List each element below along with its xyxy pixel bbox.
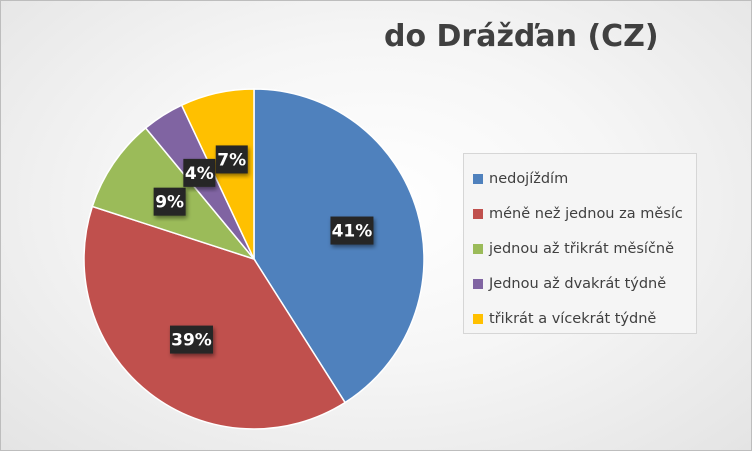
- data-label-text: 4%: [185, 164, 214, 184]
- data-label-box: [169, 325, 213, 354]
- legend-label: méně než jednou za měsíc: [489, 205, 683, 222]
- legend: nedojíždím méně než jednou za měsíc jedn…: [463, 153, 697, 334]
- data-label-text: 9%: [155, 193, 184, 213]
- legend-item: jednou až třikrát měsíčně: [464, 231, 696, 266]
- legend-label: Jednou až dvakrát týdně: [489, 275, 667, 292]
- legend-item: třikrát a vícekrát týdně: [464, 301, 696, 336]
- legend-item: nedojíždím: [464, 161, 696, 196]
- legend-swatch: [473, 278, 483, 289]
- pie-slice: [253, 88, 425, 404]
- data-label-text: 41%: [332, 222, 373, 242]
- data-label-box: [330, 216, 374, 245]
- data-label: 4%: [183, 158, 216, 187]
- data-label-text: 7%: [217, 150, 246, 170]
- data-label-box: [153, 187, 186, 216]
- legend-item: méně než jednou za měsíc: [464, 196, 696, 231]
- legend-swatch: [473, 173, 483, 184]
- legend-swatch: [473, 313, 483, 324]
- data-label-box: [215, 145, 248, 174]
- legend-label: nedojíždím: [489, 170, 569, 187]
- legend-swatch: [473, 208, 483, 219]
- data-label-box: [183, 158, 216, 187]
- legend-swatch: [473, 243, 483, 254]
- legend-item: Jednou až dvakrát týdně: [464, 266, 696, 301]
- chart-title: do Drážďan (CZ): [384, 19, 659, 54]
- data-label: 9%: [153, 187, 186, 216]
- pie-slice: [83, 205, 347, 430]
- data-label-text: 39%: [171, 331, 212, 351]
- pie-slice: [180, 88, 255, 260]
- legend-label: třikrát a vícekrát týdně: [489, 310, 657, 327]
- data-label: 41%: [330, 216, 374, 245]
- data-label: 7%: [215, 145, 248, 174]
- data-label: 39%: [169, 325, 213, 354]
- legend-label: jednou až třikrát měsíčně: [489, 240, 675, 257]
